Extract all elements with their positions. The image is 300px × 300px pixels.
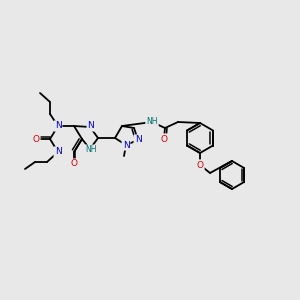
Text: N: N	[55, 122, 62, 130]
Text: O: O	[160, 134, 167, 143]
Text: N: N	[123, 140, 129, 149]
Text: O: O	[32, 134, 40, 143]
Text: N: N	[55, 148, 62, 157]
Text: NH: NH	[146, 118, 158, 127]
Text: N: N	[88, 122, 94, 130]
Text: O: O	[196, 160, 203, 169]
Text: O: O	[70, 160, 77, 169]
Text: NH: NH	[85, 146, 97, 154]
Text: N: N	[135, 136, 141, 145]
